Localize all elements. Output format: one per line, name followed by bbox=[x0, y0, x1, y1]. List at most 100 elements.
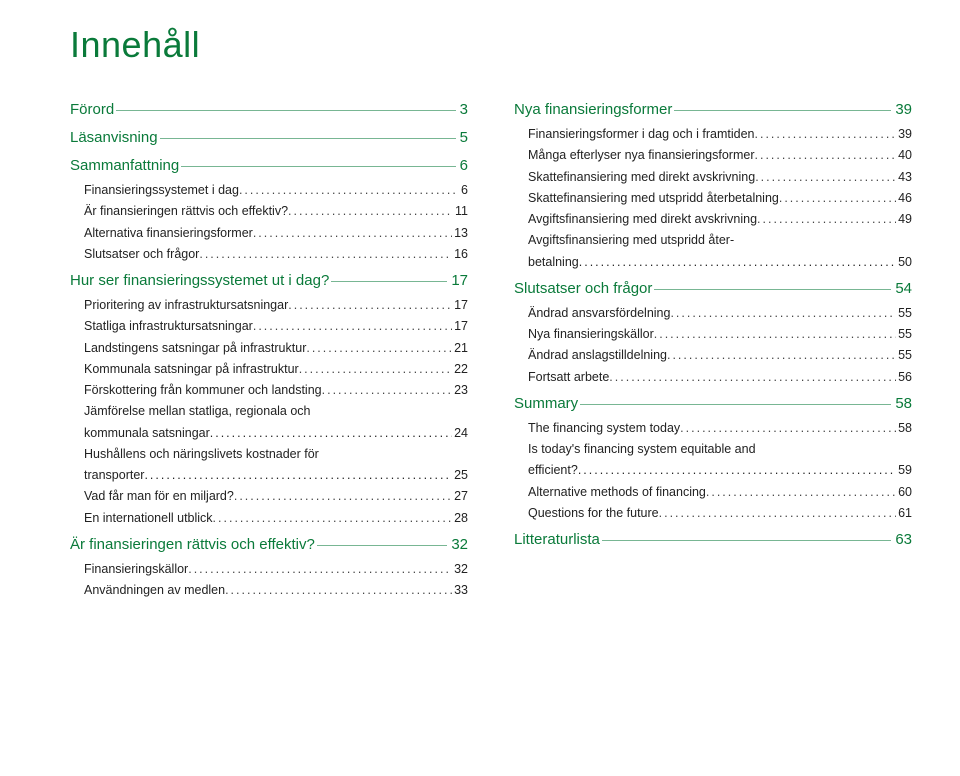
toc-sub-page: 58 bbox=[896, 418, 912, 439]
toc-section[interactable]: Sammanfattning6 bbox=[70, 154, 468, 178]
toc-sub-label: Skattefinansiering med direkt avskrivnin… bbox=[528, 167, 755, 188]
toc-subitem[interactable]: Jämförelse mellan statliga, regionala oc… bbox=[84, 401, 468, 444]
toc-sub-page: 40 bbox=[896, 145, 912, 166]
toc-section-label: Slutsatser och frågor bbox=[514, 277, 652, 301]
toc-subitem[interactable]: Ändrad ansvarsfördelning 55 bbox=[528, 303, 912, 324]
toc-sub-page: 17 bbox=[452, 316, 468, 337]
toc-sub-label: Landstingens satsningar på infrastruktur bbox=[84, 338, 306, 359]
toc-subitem[interactable]: Förskottering från kommuner och landstin… bbox=[84, 380, 468, 401]
toc-leader-icon bbox=[322, 380, 452, 401]
toc-sub-page: 22 bbox=[452, 359, 468, 380]
toc-section-page: 39 bbox=[893, 98, 912, 122]
toc-sub-label: kommunala satsningar bbox=[84, 423, 210, 444]
toc-sub-label: Slutsatser och frågor bbox=[84, 244, 199, 265]
toc-section[interactable]: Läsanvisning5 bbox=[70, 126, 468, 150]
toc-section[interactable]: Slutsatser och frågor 54 bbox=[514, 277, 912, 301]
toc-subitem[interactable]: Många efterlyser nya finansieringsformer… bbox=[528, 145, 912, 166]
toc-sub-label: Avgiftsfinansiering med utspridd åter- bbox=[528, 230, 912, 251]
toc-leader-icon bbox=[674, 110, 891, 111]
toc-leader-icon bbox=[234, 486, 452, 507]
toc-sub-label: Finansieringskällor bbox=[84, 559, 188, 580]
toc-sub-page: 28 bbox=[452, 508, 468, 529]
toc-subitem[interactable]: Finansieringskällor 32 bbox=[84, 559, 468, 580]
toc-subitem[interactable]: Avgiftsfinansiering med direkt avskrivni… bbox=[528, 209, 912, 230]
toc-sub-label: Jämförelse mellan statliga, regionala oc… bbox=[84, 401, 468, 422]
toc-subitem[interactable]: Avgiftsfinansiering med utspridd åter-be… bbox=[528, 230, 912, 273]
toc-subitem[interactable]: Landstingens satsningar på infrastruktur… bbox=[84, 338, 468, 359]
toc-sub-page: 6 bbox=[459, 180, 468, 201]
toc-sub-label: Många efterlyser nya finansieringsformer bbox=[528, 145, 755, 166]
toc-sub-label: Alternative methods of financing bbox=[528, 482, 706, 503]
toc-sub-label: En internationell utblick bbox=[84, 508, 213, 529]
toc-subitem[interactable]: The financing system today58 bbox=[528, 418, 912, 439]
toc-leader-icon bbox=[755, 145, 897, 166]
toc-section[interactable]: Summary58 bbox=[514, 392, 912, 416]
toc-subitem[interactable]: Finansieringssystemet i dag 6 bbox=[84, 180, 468, 201]
toc-section-page: 58 bbox=[893, 392, 912, 416]
toc-section-label: Är finansieringen rättvis och effektiv? bbox=[70, 533, 315, 557]
toc-subitem[interactable]: Slutsatser och frågor16 bbox=[84, 244, 468, 265]
toc-sub-page: 11 bbox=[453, 201, 468, 222]
toc-subitem[interactable]: Ändrad anslagstilldelning55 bbox=[528, 345, 912, 366]
toc-subitem[interactable]: Alternativa finansieringsformer 13 bbox=[84, 223, 468, 244]
toc-sub-page: 61 bbox=[896, 503, 912, 524]
toc-subitem[interactable]: Is today's financing system equitable an… bbox=[528, 439, 912, 482]
toc-subitem[interactable]: Alternative methods of financing60 bbox=[528, 482, 912, 503]
toc-subitem[interactable]: Questions for the future61 bbox=[528, 503, 912, 524]
toc-sub-page: 27 bbox=[452, 486, 468, 507]
toc-section-label: Hur ser finansieringssystemet ut i dag? bbox=[70, 269, 329, 293]
toc-sub-page: 25 bbox=[452, 465, 468, 486]
toc-sub-label: Statliga infrastruktursatsningar bbox=[84, 316, 253, 337]
toc-sub-label: Hushållens och näringslivets kostnader f… bbox=[84, 444, 468, 465]
toc-section-page: 54 bbox=[893, 277, 912, 301]
toc-subitem[interactable]: Nya finansieringskällor55 bbox=[528, 324, 912, 345]
toc-leader-icon bbox=[188, 559, 452, 580]
toc-leader-icon bbox=[578, 460, 896, 481]
toc-subitem[interactable]: Prioritering av infrastruktursatsningar1… bbox=[84, 295, 468, 316]
toc-subitem[interactable]: Användningen av medlen33 bbox=[84, 580, 468, 601]
toc-sub-page: 32 bbox=[452, 559, 468, 580]
toc-sub-label: Skattefinansiering med utspridd återbeta… bbox=[528, 188, 779, 209]
toc-subitem[interactable]: Hushållens och näringslivets kostnader f… bbox=[84, 444, 468, 487]
toc-sub-label: Alternativa finansieringsformer bbox=[84, 223, 253, 244]
toc-sub-label: Ändrad ansvarsfördelning bbox=[528, 303, 670, 324]
toc-sub-label: Finansieringssystemet i dag bbox=[84, 180, 239, 201]
toc-leader-icon bbox=[757, 209, 896, 230]
toc-columns: Förord3Läsanvisning5Sammanfattning6Finan… bbox=[70, 94, 906, 601]
toc-leader-icon bbox=[306, 338, 452, 359]
toc-subitem[interactable]: En internationell utblick 28 bbox=[84, 508, 468, 529]
toc-leader-icon bbox=[579, 252, 896, 273]
toc-sub-label: Prioritering av infrastruktursatsningar bbox=[84, 295, 288, 316]
toc-leader-icon bbox=[609, 367, 896, 388]
toc-section-label: Läsanvisning bbox=[70, 126, 158, 150]
toc-subitem[interactable]: Finansieringsformer i dag och i framtide… bbox=[528, 124, 912, 145]
toc-subitem[interactable]: Kommunala satsningar på infrastruktur 22 bbox=[84, 359, 468, 380]
toc-section-label: Sammanfattning bbox=[70, 154, 179, 178]
toc-subitem[interactable]: Fortsatt arbete56 bbox=[528, 367, 912, 388]
toc-sub-label: Kommunala satsningar på infrastruktur bbox=[84, 359, 299, 380]
toc-leader-icon bbox=[602, 540, 891, 541]
toc-leader-icon bbox=[317, 545, 447, 546]
toc-section-page: 63 bbox=[893, 528, 912, 552]
toc-sub-page: 55 bbox=[896, 303, 912, 324]
toc-leader-icon bbox=[144, 465, 452, 486]
toc-leader-icon bbox=[667, 345, 896, 366]
toc-leader-icon bbox=[288, 295, 452, 316]
toc-section[interactable]: Hur ser finansieringssystemet ut i dag?1… bbox=[70, 269, 468, 293]
toc-section[interactable]: Nya finansieringsformer39 bbox=[514, 98, 912, 122]
toc-subitem[interactable]: Vad får man för en miljard?27 bbox=[84, 486, 468, 507]
toc-sub-page: 13 bbox=[452, 223, 468, 244]
toc-sub-page: 50 bbox=[896, 252, 912, 273]
toc-section[interactable]: Är finansieringen rättvis och effektiv?3… bbox=[70, 533, 468, 557]
toc-sub-page: 43 bbox=[896, 167, 912, 188]
toc-leader-icon bbox=[331, 281, 447, 282]
toc-section[interactable]: Litteraturlista63 bbox=[514, 528, 912, 552]
toc-subitem[interactable]: Är finansieringen rättvis och effektiv?1… bbox=[84, 201, 468, 222]
toc-leader-icon bbox=[755, 124, 897, 145]
toc-section[interactable]: Förord3 bbox=[70, 98, 468, 122]
toc-leader-icon bbox=[706, 482, 896, 503]
toc-sub-page: 21 bbox=[452, 338, 468, 359]
toc-subitem[interactable]: Skattefinansiering med utspridd återbeta… bbox=[528, 188, 912, 209]
toc-subitem[interactable]: Statliga infrastruktursatsningar 17 bbox=[84, 316, 468, 337]
toc-subitem[interactable]: Skattefinansiering med direkt avskrivnin… bbox=[528, 167, 912, 188]
